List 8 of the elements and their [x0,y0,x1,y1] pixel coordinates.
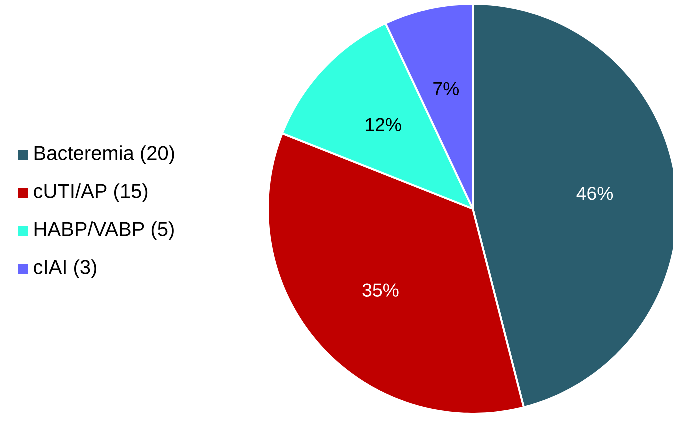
legend-label: cUTI/AP (15) [34,184,148,202]
data-label: 46% [576,186,614,200]
data-label: 35% [362,284,399,297]
data-label: 12% [366,118,402,132]
data-label: 7% [434,82,460,96]
legend-label: HABP/VABP (5) [34,222,174,240]
legend-label: cIAI (3) [34,260,96,278]
legend-label: Bacteremia (20) [34,146,174,164]
